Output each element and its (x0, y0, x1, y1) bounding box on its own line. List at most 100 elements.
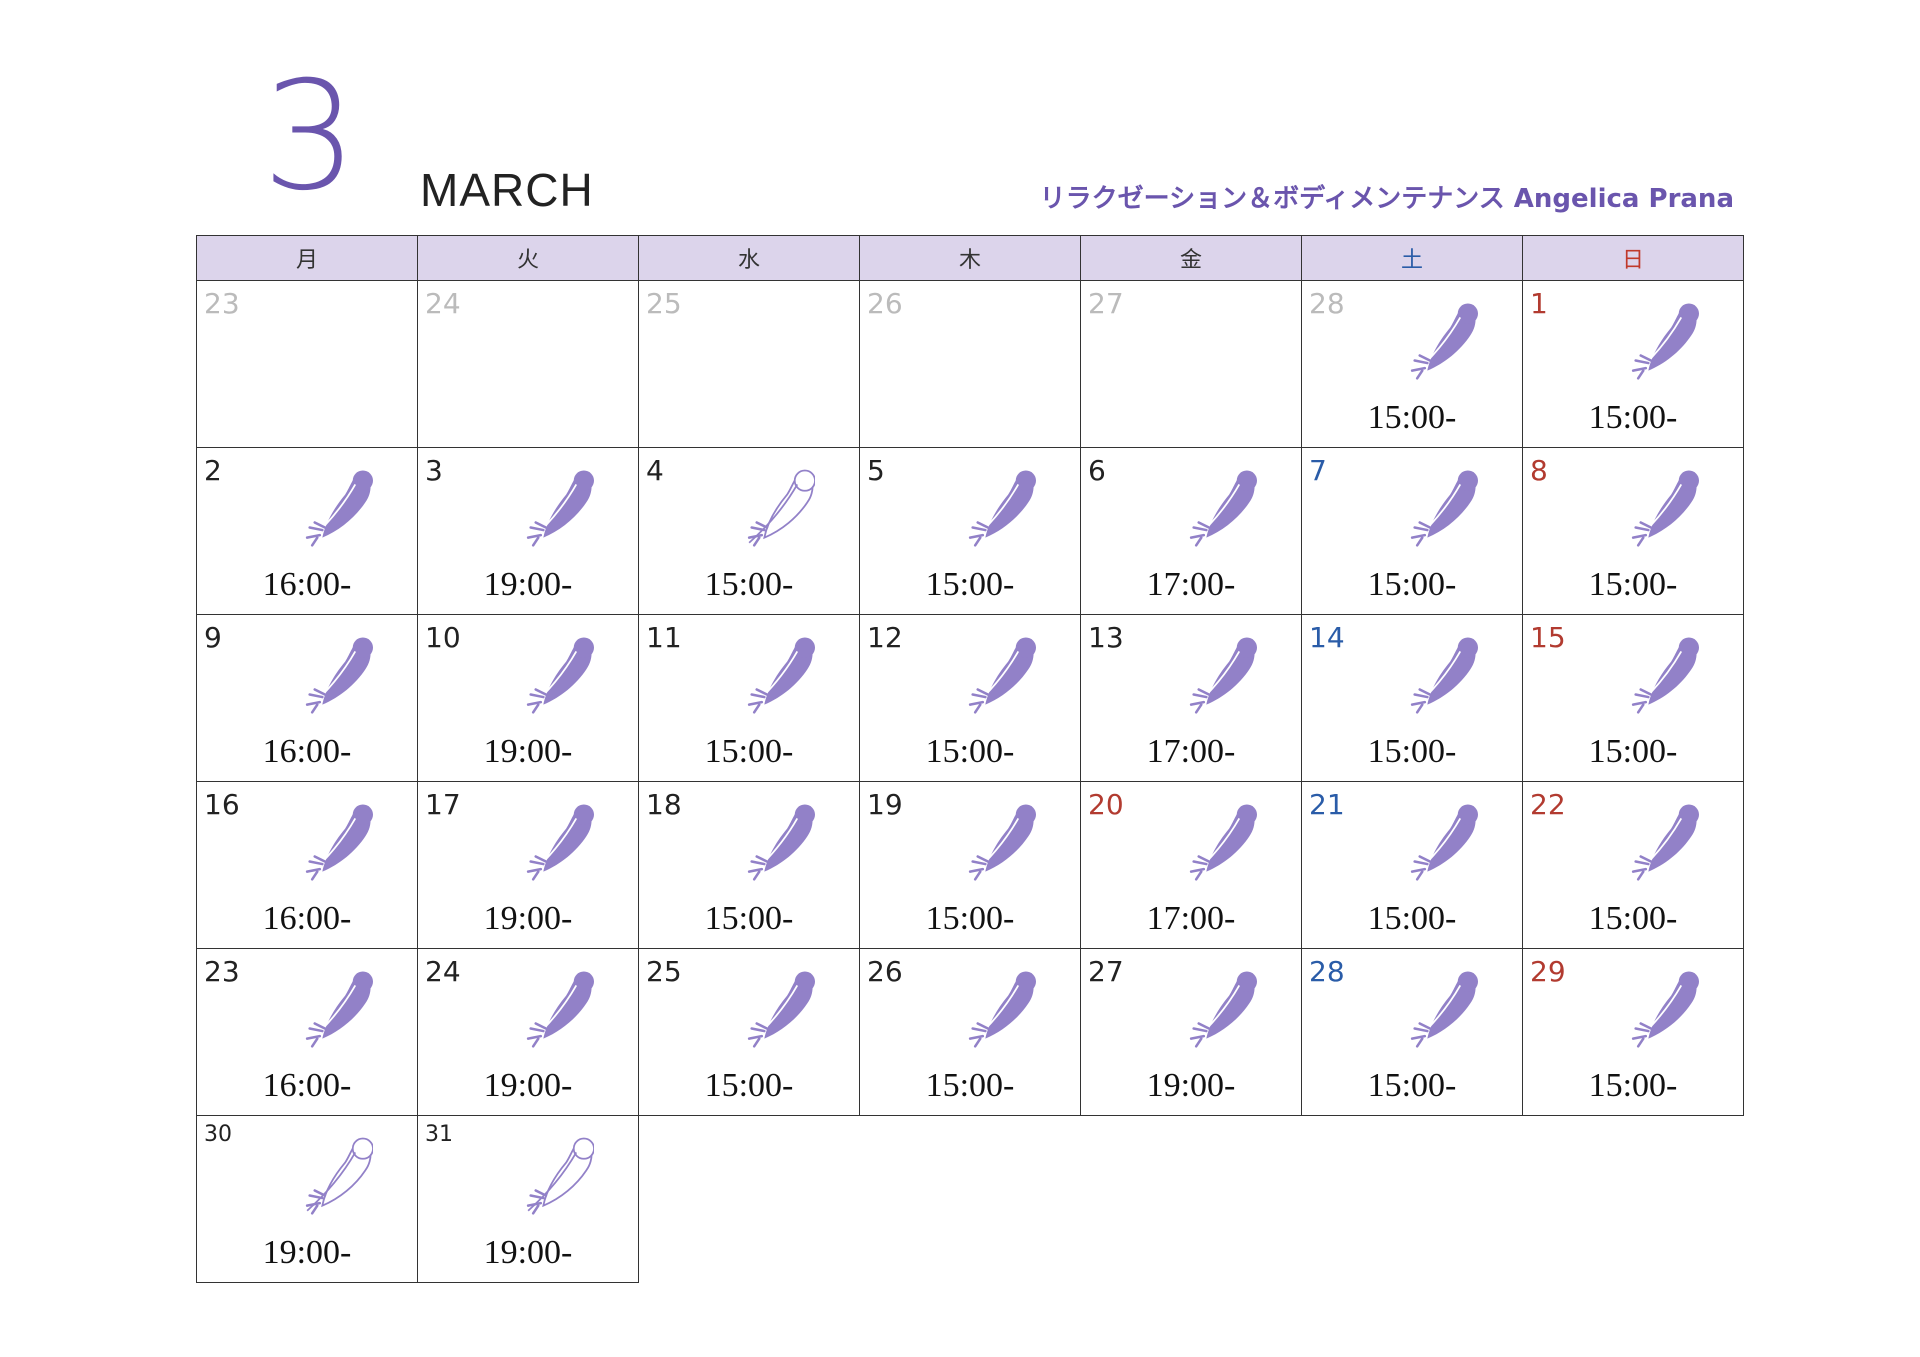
day-cell: 20 17:00- (1080, 781, 1302, 949)
feather-icon (1410, 637, 1478, 714)
day-cell: 30 19:00- (196, 1115, 418, 1283)
feather-icon (747, 637, 815, 714)
day-number: 26 (867, 287, 903, 320)
session-time: 15:00- (925, 1067, 1015, 1104)
month-name: MARCH (420, 164, 594, 216)
session-time: 15:00- (704, 1067, 794, 1104)
feather-icon (1631, 804, 1699, 881)
day-cell: 13 17:00- (1080, 614, 1302, 782)
session-time: 17:00- (1146, 900, 1236, 937)
day-cell: 18 15:00- (638, 781, 860, 949)
session-time: 15:00- (1367, 566, 1457, 603)
day-number: 22 (1530, 788, 1566, 821)
day-number: 25 (646, 955, 682, 988)
day-number: 16 (204, 788, 240, 821)
session-time: 15:00- (1588, 733, 1678, 770)
day-cell: 24 19:00- (417, 948, 639, 1116)
feather-icon (1410, 804, 1478, 881)
week-row: 2 16:00- 3 19:00- 4 15:00- 5 15:00- 6 17:00- 7 15:0… (196, 447, 1744, 615)
day-number: 28 (1309, 955, 1345, 988)
day-cell: 14 15:00- (1301, 614, 1523, 782)
session-time: 15:00- (1588, 566, 1678, 603)
day-cell: 19 15:00- (859, 781, 1081, 949)
day-cell: 12 15:00- (859, 614, 1081, 782)
day-cell: 22 15:00- (1522, 781, 1744, 949)
session-time: 19:00- (483, 1234, 573, 1271)
session-time: 15:00- (1367, 399, 1457, 436)
day-number: 5 (867, 454, 885, 487)
day-cell: 26 (859, 280, 1081, 448)
feather-icon (305, 804, 373, 881)
feather-icon (305, 470, 373, 547)
feather-icon (1189, 971, 1257, 1048)
day-cell: 9 16:00- (196, 614, 418, 782)
session-time: 19:00- (1146, 1067, 1236, 1104)
day-number: 1 (1530, 287, 1548, 320)
feather-icon (968, 470, 1036, 547)
day-cell: 31 19:00- (417, 1115, 639, 1283)
feather-icon (1631, 470, 1699, 547)
feather-icon (305, 637, 373, 714)
weekday-fri: 金 (1080, 235, 1302, 281)
empty-cell (639, 1116, 860, 1283)
session-time: 19:00- (483, 733, 573, 770)
session-time: 15:00- (1588, 1067, 1678, 1104)
feather-icon (526, 971, 594, 1048)
day-cell: 6 17:00- (1080, 447, 1302, 615)
brand-title: リラクゼーション＆ボディメンテナンス Angelica Prana (1039, 184, 1734, 214)
weekday-wed: 水 (638, 235, 860, 281)
feather-icon (526, 470, 594, 547)
day-cell: 29 15:00- (1522, 948, 1744, 1116)
day-cell: 15 15:00- (1522, 614, 1744, 782)
day-number: 4 (646, 454, 664, 487)
feather-outline-icon (305, 1137, 373, 1215)
day-number: 27 (1088, 287, 1124, 320)
session-time: 16:00- (262, 566, 352, 603)
feather-icon (1189, 804, 1257, 881)
day-cell: 11 15:00- (638, 614, 860, 782)
day-number: 27 (1088, 955, 1124, 988)
feather-icon (526, 637, 594, 714)
day-cell: 17 19:00- (417, 781, 639, 949)
day-number: 25 (646, 287, 682, 320)
session-time: 15:00- (925, 733, 1015, 770)
day-cell: 16 16:00- (196, 781, 418, 949)
feather-icon (1631, 303, 1699, 380)
empty-cell (1302, 1116, 1523, 1283)
day-number: 2 (204, 454, 222, 487)
day-number: 13 (1088, 621, 1124, 654)
day-cell: 8 15:00- (1522, 447, 1744, 615)
empty-cell (1523, 1116, 1744, 1283)
feather-icon (1410, 470, 1478, 547)
week-row: 30 19:00- 31 19:00- (196, 1115, 1744, 1283)
feather-icon (1631, 971, 1699, 1048)
feather-icon (747, 971, 815, 1048)
day-cell: 7 15:00- (1301, 447, 1523, 615)
session-time: 19:00- (483, 566, 573, 603)
session-time: 19:00- (262, 1234, 352, 1271)
day-number: 29 (1530, 955, 1566, 988)
calendar-grid: 月 火 水 木 金 土 日 23 24 25 26 27 28 15:00- 1 15:00- 2… (196, 235, 1744, 1283)
session-time: 16:00- (262, 900, 352, 937)
feather-icon (526, 804, 594, 881)
week-row: 16 16:00- 17 19:00- 18 15:00- 19 15:00- 20 17:00-… (196, 781, 1744, 949)
day-cell: 27 (1080, 280, 1302, 448)
day-cell: 4 15:00- (638, 447, 860, 615)
feather-icon (968, 804, 1036, 881)
session-time: 15:00- (704, 733, 794, 770)
feather-icon (1631, 637, 1699, 714)
day-cell: 24 (417, 280, 639, 448)
session-time: 19:00- (483, 1067, 573, 1104)
day-number: 3 (425, 454, 443, 487)
day-number: 24 (425, 955, 461, 988)
day-number: 14 (1309, 621, 1345, 654)
week-row: 9 16:00- 10 19:00- 11 15:00- 12 15:00- 13 17:00- 1… (196, 614, 1744, 782)
day-number: 10 (425, 621, 461, 654)
session-time: 15:00- (1367, 1067, 1457, 1104)
day-cell: 28 15:00- (1301, 948, 1523, 1116)
month-number: 3 (262, 50, 358, 224)
day-cell: 2 16:00- (196, 447, 418, 615)
weekday-sun: 日 (1522, 235, 1744, 281)
day-cell: 23 16:00- (196, 948, 418, 1116)
day-cell: 23 (196, 280, 418, 448)
